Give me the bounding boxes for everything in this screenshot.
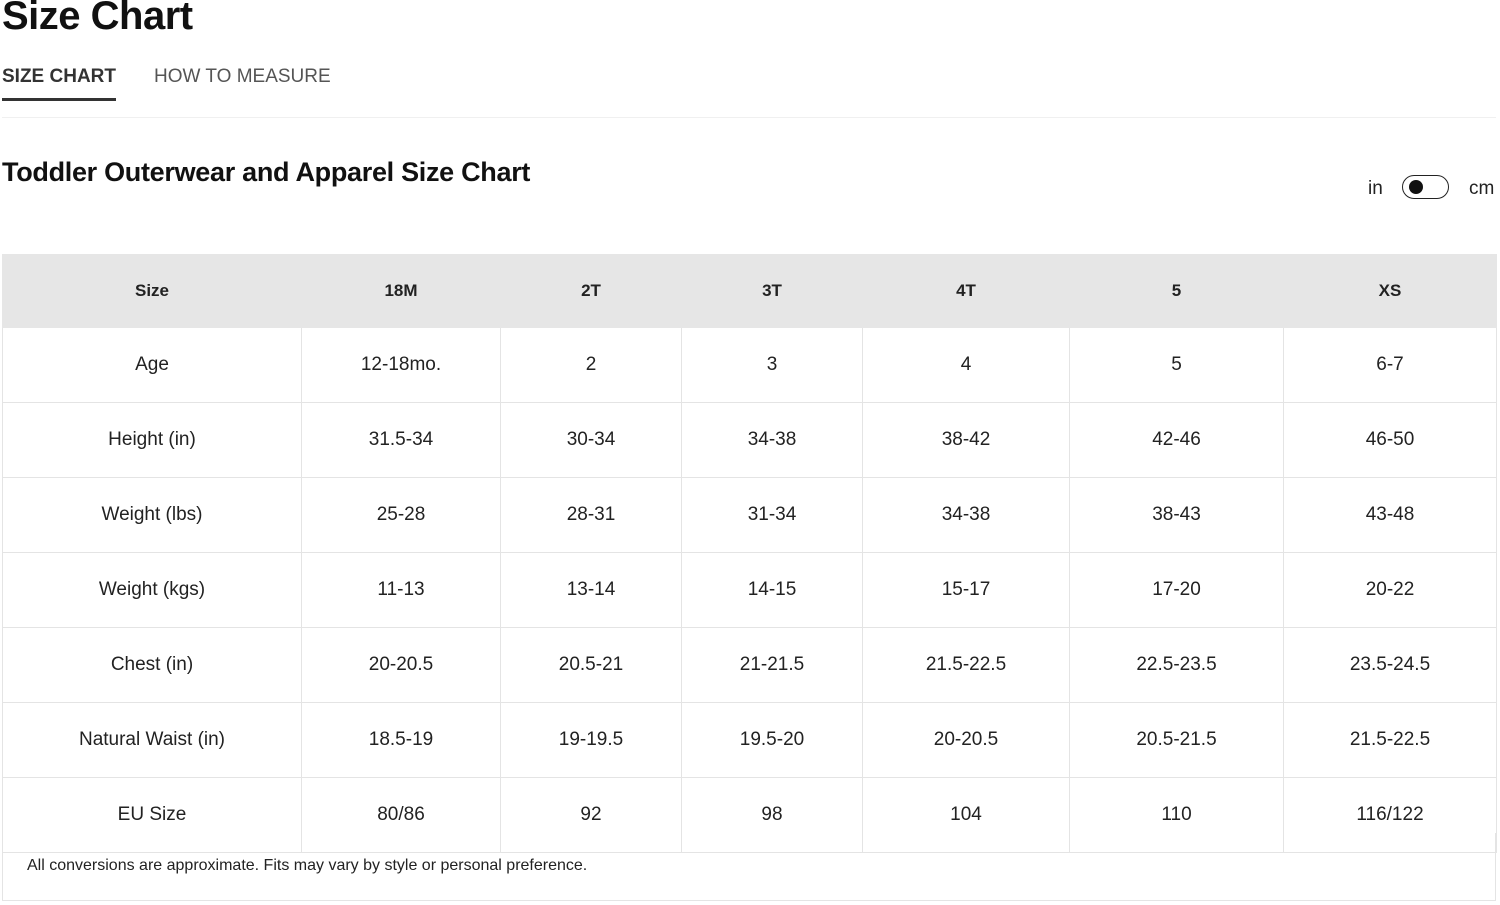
column-header: 5 <box>1069 254 1284 328</box>
table-cell: 13-14 <box>500 552 682 628</box>
table-cell: 6-7 <box>1283 327 1497 403</box>
table-cell: 42-46 <box>1069 402 1284 478</box>
page-title: Size Chart <box>2 0 193 38</box>
table-row: Chest (in) 20-20.5 20.5-21 21-21.5 21.5-22.5… <box>2 627 1497 703</box>
column-header: 18M <box>301 254 501 328</box>
table-cell: 116/122 <box>1283 777 1497 853</box>
tab-bar: SIZE CHART HOW TO MEASURE <box>2 66 331 101</box>
table-cell: 31.5-34 <box>301 402 501 478</box>
table-cell: 2 <box>500 327 682 403</box>
table-cell: 3 <box>681 327 863 403</box>
unit-toggle[interactable] <box>1402 175 1449 199</box>
table-cell: 80/86 <box>301 777 501 853</box>
table-cell: 34-38 <box>862 477 1070 553</box>
table-cell: 23.5-24.5 <box>1283 627 1497 703</box>
table-cell: 98 <box>681 777 863 853</box>
table-cell: 38-42 <box>862 402 1070 478</box>
table-cell: 20-22 <box>1283 552 1497 628</box>
footnote: All conversions are approximate. Fits ma… <box>2 833 1496 901</box>
table-row: EU Size 80/86 92 98 104 110 116/122 <box>2 777 1497 853</box>
table-row: Weight (lbs) 25-28 28-31 31-34 34-38 38-43 43-… <box>2 477 1497 553</box>
row-label: Age <box>2 327 302 403</box>
row-label: Weight (kgs) <box>2 552 302 628</box>
row-label: EU Size <box>2 777 302 853</box>
table-cell: 15-17 <box>862 552 1070 628</box>
table-cell: 38-43 <box>1069 477 1284 553</box>
table-row: Height (in) 31.5-34 30-34 34-38 38-42 42-46 46… <box>2 402 1497 478</box>
table-cell: 17-20 <box>1069 552 1284 628</box>
column-header: XS <box>1283 254 1497 328</box>
table-cell: 14-15 <box>681 552 863 628</box>
table-cell: 21-21.5 <box>681 627 863 703</box>
table-cell: 22.5-23.5 <box>1069 627 1284 703</box>
column-header: 3T <box>681 254 863 328</box>
column-header: 2T <box>500 254 682 328</box>
table-cell: 11-13 <box>301 552 501 628</box>
table-cell: 20-20.5 <box>301 627 501 703</box>
table-cell: 25-28 <box>301 477 501 553</box>
table-cell: 19.5-20 <box>681 702 863 778</box>
table-cell: 21.5-22.5 <box>862 627 1070 703</box>
table-cell: 21.5-22.5 <box>1283 702 1497 778</box>
table-cell: 20-20.5 <box>862 702 1070 778</box>
table-cell: 20.5-21 <box>500 627 682 703</box>
table-cell: 19-19.5 <box>500 702 682 778</box>
tab-size-chart[interactable]: SIZE CHART <box>2 66 116 101</box>
table-cell: 46-50 <box>1283 402 1497 478</box>
table-cell: 28-31 <box>500 477 682 553</box>
table-row: Weight (kgs) 11-13 13-14 14-15 15-17 17-20 20-… <box>2 552 1497 628</box>
toggle-knob <box>1409 180 1423 194</box>
column-header: Size <box>2 254 302 328</box>
table-cell: 18.5-19 <box>301 702 501 778</box>
table-cell: 12-18mo. <box>301 327 501 403</box>
table-cell: 43-48 <box>1283 477 1497 553</box>
table-cell: 34-38 <box>681 402 863 478</box>
table-row: Natural Waist (in) 18.5-19 19-19.5 19.5-20 2… <box>2 702 1497 778</box>
row-label: Chest (in) <box>2 627 302 703</box>
table-cell: 20.5-21.5 <box>1069 702 1284 778</box>
unit-label-cm: cm <box>1469 178 1495 199</box>
unit-label-in: in <box>1368 178 1383 199</box>
chart-title: Toddler Outerwear and Apparel Size Chart <box>2 157 531 187</box>
table-cell: 5 <box>1069 327 1284 403</box>
column-header: 4T <box>862 254 1070 328</box>
row-label: Height (in) <box>2 402 302 478</box>
row-label: Weight (lbs) <box>2 477 302 553</box>
table-cell: 30-34 <box>500 402 682 478</box>
table-header-row: Size 18M 2T 3T 4T 5 XS <box>2 254 1497 328</box>
row-label: Natural Waist (in) <box>2 702 302 778</box>
divider <box>2 117 1496 118</box>
tab-how-to-measure[interactable]: HOW TO MEASURE <box>154 66 331 87</box>
table-cell: 31-34 <box>681 477 863 553</box>
table-row: Age 12-18mo. 2 3 4 5 6-7 <box>2 327 1497 403</box>
table-cell: 4 <box>862 327 1070 403</box>
size-table: Size 18M 2T 3T 4T 5 XS Age 12-18mo. 2 3 4 5 6-7 Heigh… <box>2 254 1497 853</box>
